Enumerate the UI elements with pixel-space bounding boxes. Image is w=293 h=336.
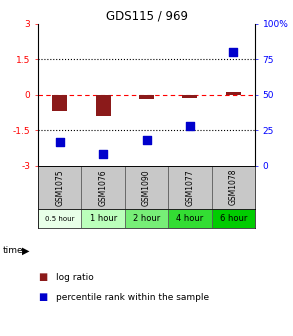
Text: GSM1076: GSM1076 [99,169,108,206]
Bar [168,209,212,228]
Title: GDS115 / 969: GDS115 / 969 [105,9,188,23]
Bar [212,209,255,228]
Bar [81,209,125,228]
Bar [125,209,168,228]
Text: ■: ■ [38,272,47,282]
Point [231,49,236,55]
Point [57,139,62,144]
Point [188,123,192,129]
Bar [212,166,255,209]
Bar [38,209,81,228]
Point [101,152,105,157]
Text: 6 hour: 6 hour [219,214,247,223]
Text: GSM1077: GSM1077 [185,169,194,206]
Text: GSM1078: GSM1078 [229,169,238,205]
Bar [139,95,154,99]
Text: 0.5 hour: 0.5 hour [45,215,74,221]
Bar [96,95,111,116]
Text: ■: ■ [38,292,47,302]
Text: ▶: ▶ [22,245,30,255]
Text: GSM1075: GSM1075 [55,169,64,206]
Bar [168,166,212,209]
Text: time: time [3,246,23,255]
Bar [81,166,125,209]
Bar [182,95,197,98]
Bar [52,95,67,111]
Text: 1 hour: 1 hour [89,214,117,223]
Point [144,137,149,143]
Text: 2 hour: 2 hour [133,214,160,223]
Text: GSM1090: GSM1090 [142,169,151,206]
Bar [38,166,81,209]
Text: log ratio: log ratio [56,273,93,282]
Bar [125,166,168,209]
Bar [226,92,241,95]
Text: percentile rank within the sample: percentile rank within the sample [56,293,209,302]
Text: 4 hour: 4 hour [176,214,204,223]
